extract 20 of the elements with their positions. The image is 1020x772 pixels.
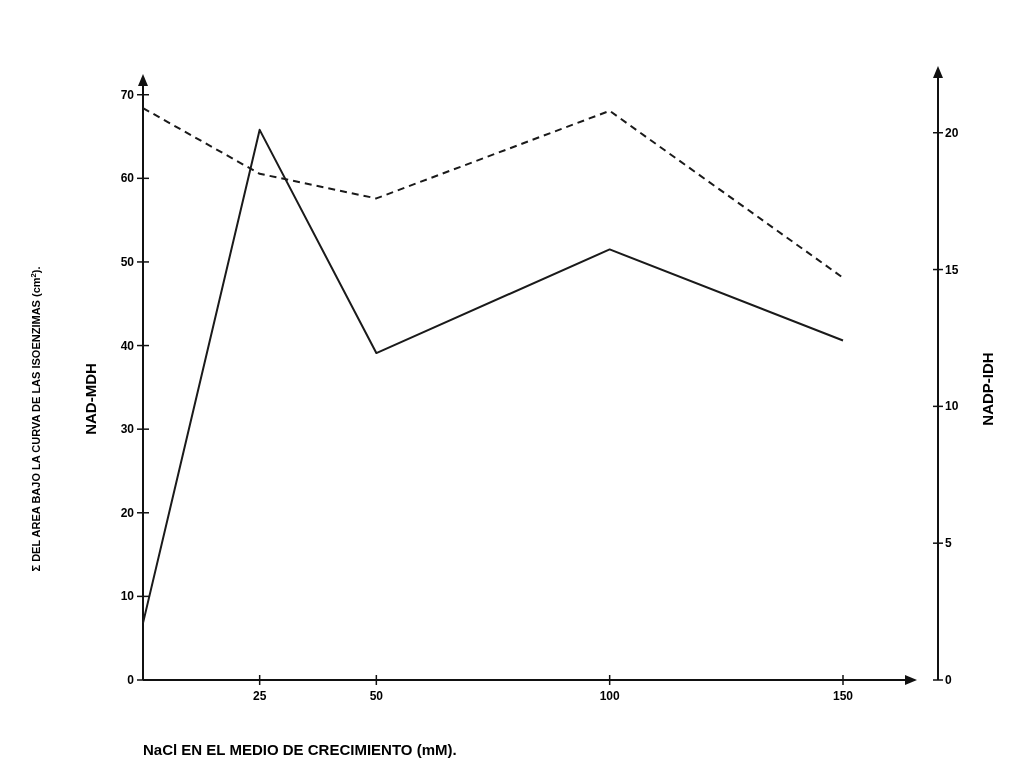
y2-tick-label: 5 bbox=[945, 536, 952, 551]
y-tick-label: 30 bbox=[120, 422, 135, 437]
y-tick-label: 50 bbox=[120, 254, 135, 269]
y-axis-title: NAD-MDH bbox=[82, 363, 99, 435]
x-tick-label: 100 bbox=[599, 689, 620, 703]
x-tick-label: 50 bbox=[369, 689, 384, 703]
y-tick-label: 20 bbox=[120, 505, 135, 520]
y2-axis-title: NADP-IDH bbox=[979, 352, 996, 426]
x-tick-label: 25 bbox=[252, 689, 267, 703]
y-tick-label: 0 bbox=[127, 673, 135, 687]
x-axis-title: NaCl EN EL MEDIO DE CRECIMIENTO (mM). bbox=[143, 741, 457, 758]
y2-tick-label: 10 bbox=[945, 399, 959, 414]
y-tick-label: 60 bbox=[120, 171, 135, 186]
x-tick-label: 150 bbox=[832, 689, 854, 703]
y-tick-label: 10 bbox=[120, 589, 135, 604]
y-tick-label: 40 bbox=[120, 338, 135, 353]
y-tick-label: 70 bbox=[120, 87, 135, 102]
y2-tick-label: 15 bbox=[945, 262, 959, 277]
y2-tick-label: 20 bbox=[945, 125, 959, 140]
y2-tick-label: 0 bbox=[945, 673, 952, 687]
